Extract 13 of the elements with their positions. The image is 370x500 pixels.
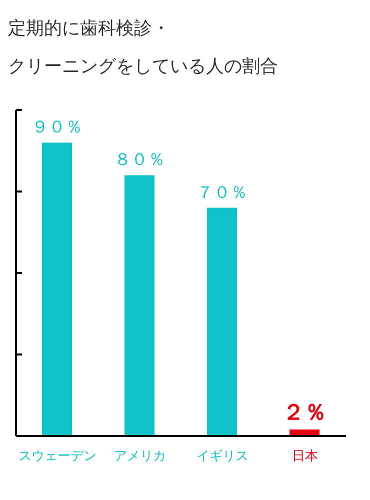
x-tick-label: イギリス	[196, 449, 248, 464]
bar	[207, 208, 237, 436]
x-tick-label: アメリカ	[114, 449, 166, 464]
x-tick-label: スウェーデン	[18, 449, 96, 464]
bar	[124, 175, 154, 436]
bar	[42, 142, 72, 436]
chart-title: 定期的に歯科検診・	[8, 17, 171, 41]
data-label: ７０％	[196, 182, 248, 203]
x-tick-label: 日本	[292, 449, 318, 464]
chart-subtitle: クリーニングをしている人の割合	[8, 55, 279, 79]
data-label: ９０％	[32, 118, 82, 138]
data-label: ２％	[282, 400, 326, 426]
data-label: ８０％	[114, 150, 165, 170]
